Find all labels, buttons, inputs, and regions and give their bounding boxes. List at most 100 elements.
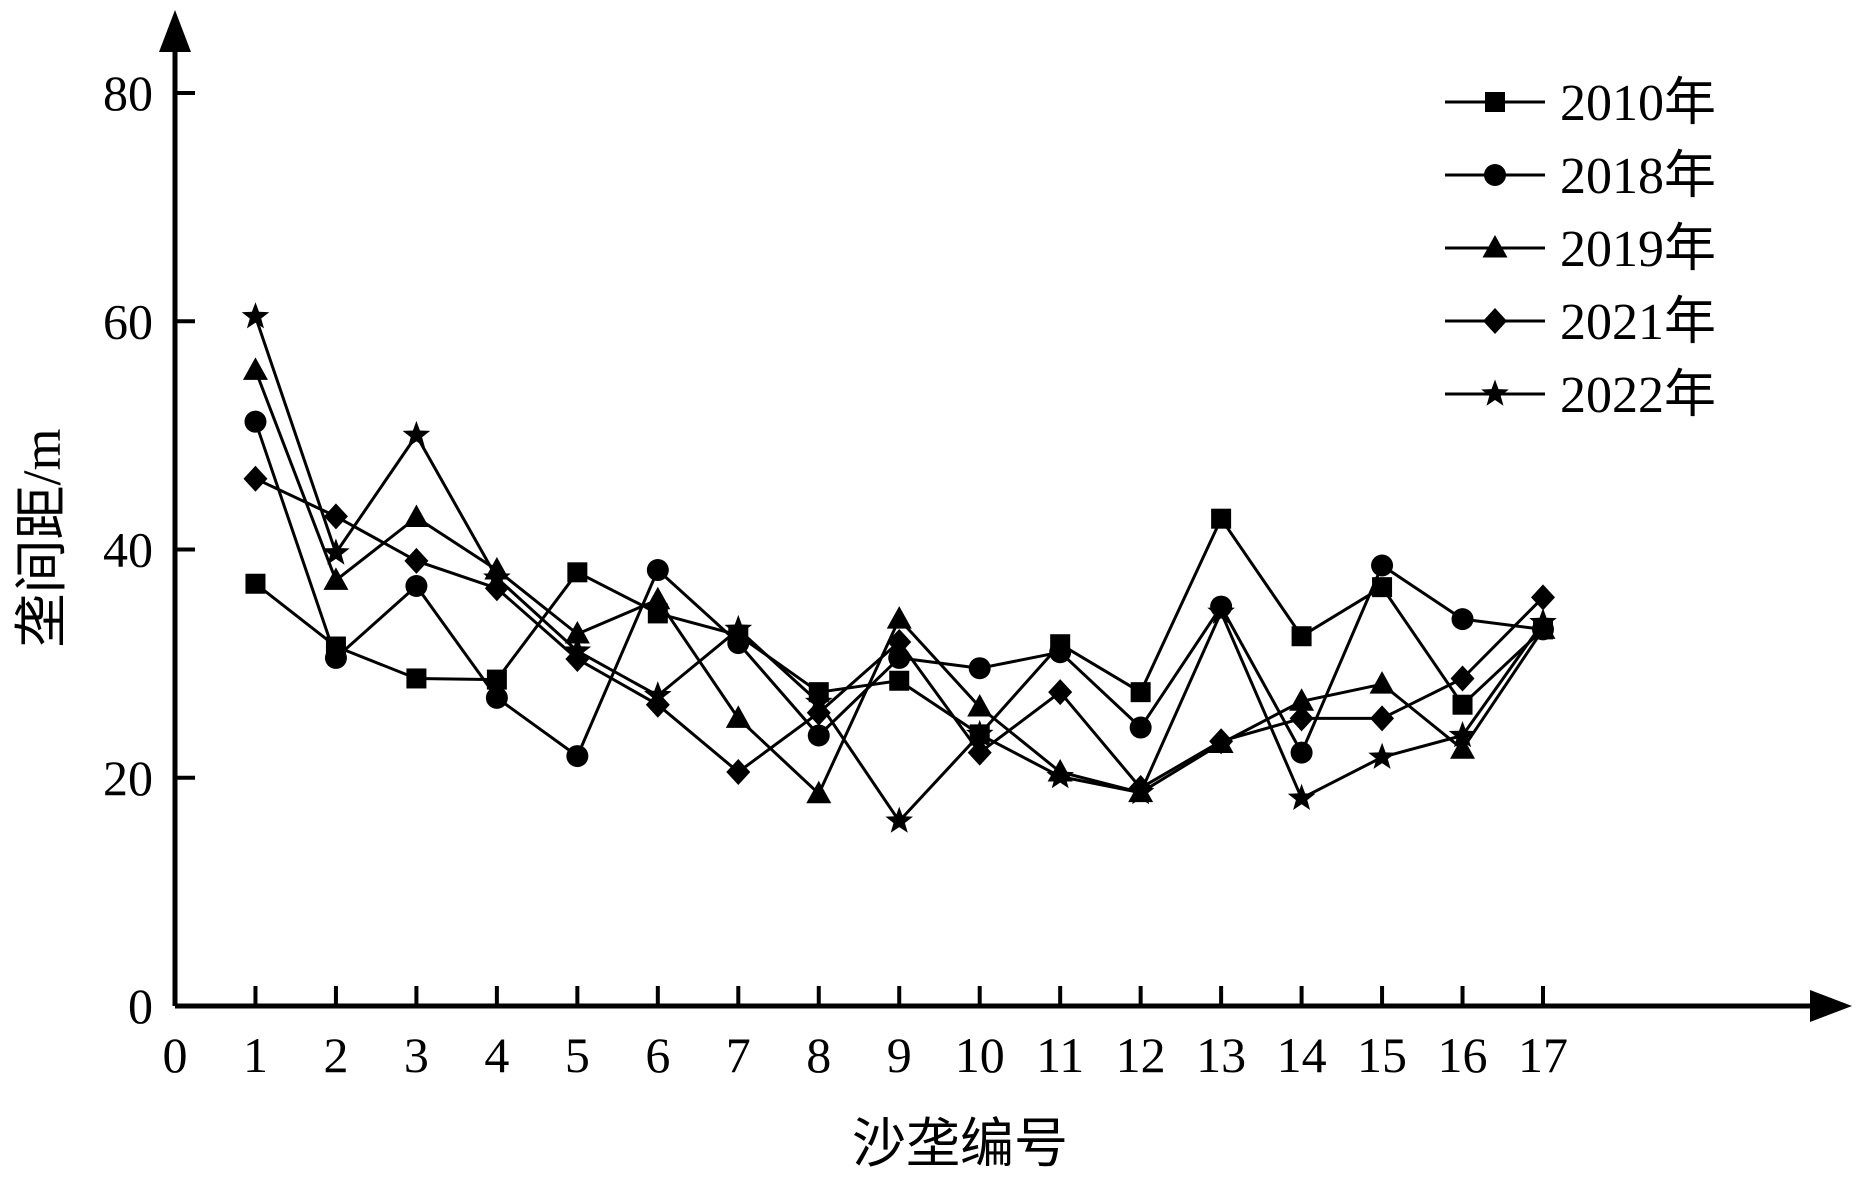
x-tick-label: 13 bbox=[1196, 1027, 1246, 1083]
x-tick-label: 1 bbox=[243, 1027, 268, 1083]
x-tick-label: 11 bbox=[1036, 1027, 1084, 1083]
data-point-diamond bbox=[243, 465, 268, 492]
data-point-diamond bbox=[1048, 679, 1073, 706]
data-point-star bbox=[483, 563, 511, 590]
data-point-circle bbox=[566, 745, 589, 768]
data-point-circle bbox=[807, 724, 830, 747]
data-point-triangle bbox=[725, 705, 751, 728]
x-tick-label: 6 bbox=[645, 1027, 670, 1083]
axes bbox=[159, 10, 1852, 1022]
x-tick-label: 7 bbox=[726, 1027, 751, 1083]
data-point-square bbox=[406, 668, 427, 689]
data-point-square bbox=[889, 670, 910, 691]
data-point-diamond bbox=[1370, 705, 1395, 732]
legend-marker-star bbox=[1481, 379, 1509, 406]
x-tick-label: 0 bbox=[163, 1027, 188, 1083]
x-tick-label: 16 bbox=[1438, 1027, 1488, 1083]
data-point-triangle bbox=[323, 567, 349, 590]
series-diamond bbox=[243, 465, 1555, 802]
y-tick-label: 20 bbox=[103, 750, 153, 806]
legend-marker-circle bbox=[1484, 164, 1506, 186]
data-point-star bbox=[1126, 778, 1155, 805]
data-point-circle bbox=[1451, 608, 1474, 631]
x-tick-label: 5 bbox=[565, 1027, 590, 1083]
x-axis-title: 沙垄编号 bbox=[852, 1114, 1068, 1174]
data-point-star bbox=[885, 806, 913, 833]
data-point-square bbox=[1130, 682, 1151, 703]
data-point-star bbox=[241, 302, 270, 329]
data-point-diamond bbox=[967, 739, 992, 766]
y-tick-label: 80 bbox=[103, 65, 153, 121]
data-point-circle bbox=[1049, 641, 1072, 664]
y-tick-label: 60 bbox=[103, 293, 153, 349]
data-point-square bbox=[486, 669, 507, 690]
legend-label: 2021年 bbox=[1560, 294, 1716, 351]
data-point-triangle bbox=[886, 606, 912, 629]
data-point-star bbox=[322, 538, 350, 565]
data-point-star bbox=[563, 636, 592, 663]
legend-marker-square bbox=[1485, 92, 1505, 112]
data-point-star bbox=[1287, 783, 1316, 810]
y-axis-title: 垄间距/m bbox=[12, 428, 72, 647]
data-point-diamond bbox=[404, 547, 429, 574]
data-point-square bbox=[1211, 508, 1232, 529]
data-point-triangle bbox=[242, 357, 268, 380]
data-point-star bbox=[724, 614, 753, 642]
data-point-star bbox=[805, 687, 833, 715]
data-point-circle bbox=[646, 559, 669, 582]
data-point-triangle bbox=[403, 504, 429, 528]
data-point-diamond bbox=[726, 759, 751, 786]
data-point-diamond bbox=[1450, 665, 1475, 692]
x-tick-label: 12 bbox=[1116, 1027, 1166, 1083]
x-tick-label: 3 bbox=[404, 1027, 429, 1083]
data-point-star bbox=[644, 681, 672, 708]
y-axis-ticks: 0 20 40 60 80 bbox=[103, 65, 195, 1034]
data-point-square bbox=[245, 573, 266, 594]
legend-marker-diamond bbox=[1483, 308, 1507, 334]
x-tick-label: 2 bbox=[323, 1027, 348, 1083]
data-point-star bbox=[1207, 597, 1235, 624]
x-tick-label: 15 bbox=[1357, 1027, 1407, 1083]
data-point-triangle bbox=[1369, 671, 1395, 694]
legend-label: 2010年 bbox=[1560, 75, 1716, 132]
data-point-triangle bbox=[967, 693, 993, 717]
legend-item: 2018年 bbox=[1445, 148, 1716, 205]
data-point-circle bbox=[968, 657, 991, 680]
data-point-star bbox=[1046, 762, 1074, 789]
data-point-diamond bbox=[323, 503, 348, 530]
data-point-square bbox=[1372, 577, 1393, 598]
data-point-circle bbox=[485, 686, 508, 709]
data-point-diamond bbox=[1289, 705, 1314, 732]
legend-label: 2022年 bbox=[1560, 367, 1716, 424]
data-point-circle bbox=[1290, 741, 1313, 764]
series-star bbox=[241, 302, 1557, 833]
series-line bbox=[254, 421, 1544, 758]
data-point-square bbox=[1452, 694, 1473, 715]
series-circle bbox=[244, 410, 1554, 768]
series-triangle bbox=[242, 357, 1556, 804]
legend-item: 2022年 bbox=[1445, 367, 1716, 424]
y-tick-label: 0 bbox=[128, 978, 153, 1034]
x-tick-label: 8 bbox=[806, 1027, 831, 1083]
x-axis-ticks: 0 1 2 3 4 5 6 7 8 9 10 11 12 13 14 15 16 17 bbox=[163, 986, 1568, 1083]
legend-label: 2019年 bbox=[1560, 221, 1716, 278]
legend-label: 2018年 bbox=[1560, 148, 1716, 205]
data-point-circle bbox=[405, 575, 428, 598]
data-point-square bbox=[567, 562, 588, 583]
y-axis-arrow bbox=[159, 10, 191, 52]
data-point-star bbox=[965, 719, 994, 747]
x-tick-label: 14 bbox=[1277, 1027, 1327, 1083]
data-point-diamond bbox=[887, 628, 912, 655]
data-point-triangle bbox=[645, 586, 671, 610]
data-point-circle bbox=[1129, 716, 1152, 739]
data-point-circle bbox=[244, 410, 267, 433]
data-point-triangle bbox=[806, 780, 832, 804]
x-axis-arrow bbox=[1810, 990, 1852, 1022]
data-point-triangle bbox=[1289, 688, 1315, 711]
data-point-star bbox=[402, 420, 431, 448]
data-point-triangle bbox=[564, 620, 590, 644]
data-point-triangle bbox=[1450, 736, 1476, 759]
legend-marker-triangle bbox=[1482, 235, 1508, 258]
data-point-star bbox=[1368, 742, 1396, 769]
